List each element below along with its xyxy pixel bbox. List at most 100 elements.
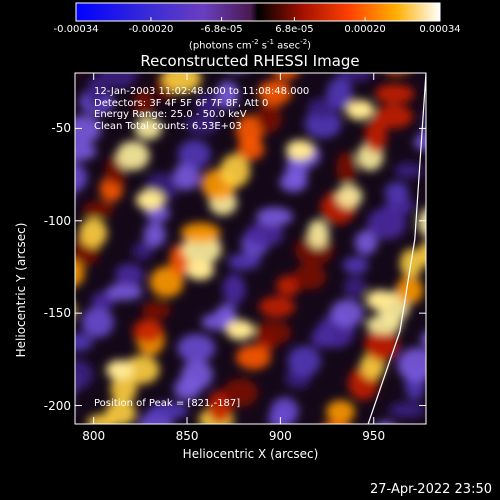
colorbar-units-part: s [258,40,268,52]
heat-blob-cool [86,75,107,109]
heat-blob-cool [75,115,102,144]
heat-blob-hot [335,184,363,209]
heat-blob-cool [423,109,426,127]
colorbar-tick-label: 6.8e-05 [275,24,314,35]
heat-blob-hot [437,0,462,3]
plot-frame [74,72,427,425]
heat-blob-peak [106,360,134,380]
heat-blob-hot [489,101,500,133]
heat-blob-cool [458,281,485,309]
x-tick-label: 850 [175,429,199,443]
timestamp: 27-Apr-2022 23:50 [370,482,492,497]
heat-blob-hot [256,102,282,134]
y-tick-label: -200 [43,398,71,413]
heat-blob-hot [305,459,333,481]
heat-blob-hot [235,115,264,146]
heat-blob-cool [216,80,239,109]
colorbar-tick-label: -0.00020 [128,24,174,35]
heat-blob-hot [220,153,251,188]
colorbar-units-part: (photons cm [188,40,252,52]
heat-blob-hot [417,208,426,237]
heat-blob-peak [186,260,214,280]
heat-blob-cool [326,77,353,110]
heat-blob-hot [456,354,489,383]
heat-blob-cool [113,464,142,494]
heat-blob-cool [75,333,94,352]
heat-blob-hot [307,219,330,249]
heat-blob-hot [53,464,81,487]
heat-blob-cool [75,162,88,193]
heat-blob-cool [367,207,407,240]
heat-blob-cool [432,319,468,349]
heat-blob-cool [474,0,500,16]
heat-blob-cool [0,76,7,97]
x-tick-label: 800 [82,429,106,443]
heat-blob-cool [342,256,369,274]
heat-blob-hot [373,104,413,129]
heat-blob-cool [443,306,464,325]
heat-blob-hot [223,378,259,407]
heat-blob-hot [132,319,164,344]
heat-blob-cool [394,162,424,179]
heat-blob-cool [215,304,237,323]
heat-blob-cool [388,401,426,419]
heat-blob-cool [196,93,221,116]
heat-blob-hot [253,320,292,345]
heat-blob-cool [493,418,500,435]
heat-blob-hot [134,117,162,140]
heat-blob-hot [116,140,150,171]
heat-blob-cool [184,114,220,135]
heat-blob-hot [493,301,500,332]
axis-ticks [75,73,426,424]
heat-blob-hot [488,317,500,344]
heat-blob-cool [0,282,7,300]
heat-blob-cool [493,200,500,222]
heat-blob-hot [26,83,51,111]
heat-blob-hot [438,184,467,206]
heat-blob-hot [161,476,195,500]
heat-blob-cool [420,332,426,348]
heat-blob-cool [413,134,426,151]
annotation-block: 12-Jan-2003 11:02:48.000 to 11:08:48.000… [94,86,309,132]
heat-blob-cool [343,276,367,298]
heat-blob-cool [24,4,51,27]
heat-blob-hot [82,201,114,218]
heat-blob-cool [81,306,114,338]
colorbar-units-part: -1 [267,38,274,46]
heat-blob-cool [378,421,394,424]
heat-blob-hot [0,399,18,417]
colorbar-units-part: -2 [300,38,308,46]
heat-blob-hot [444,166,481,185]
heat-blob-hot [79,218,108,248]
heat-blob-cool [0,250,15,270]
heat-blob-peak [366,290,394,310]
heat-blob-hot [479,119,500,142]
heat-blob-cool [11,444,48,468]
colorbar-tick-label: 0.00034 [419,24,461,35]
heat-blob-hot [40,276,66,295]
y-tick-label: -150 [43,306,71,321]
heat-blob-hot [75,259,85,287]
heat-blob-cool [304,109,342,139]
heat-blob-cool [106,283,143,301]
heat-blob-cool [384,181,409,203]
heat-blob-hot [0,170,17,194]
heat-blob-hot [487,74,500,94]
heat-blob-hot [29,99,50,120]
heat-blob-cool [397,347,426,382]
heat-blob-hot [235,344,271,370]
heat-blob-peak [286,140,314,160]
heat-blob-hot [426,426,450,459]
heat-blob-cool [75,141,97,161]
heat-blob-cool [20,429,42,450]
heat-blob-hot [257,80,292,106]
heat-blob-hot [445,385,475,418]
y-tick-label: -50 [51,121,71,136]
heat-blob-cool [256,207,293,226]
heat-blob-cool [75,358,94,391]
heat-blob-cool [478,215,500,244]
solar-limb-line [367,73,426,424]
heat-blob-cool [354,230,378,255]
